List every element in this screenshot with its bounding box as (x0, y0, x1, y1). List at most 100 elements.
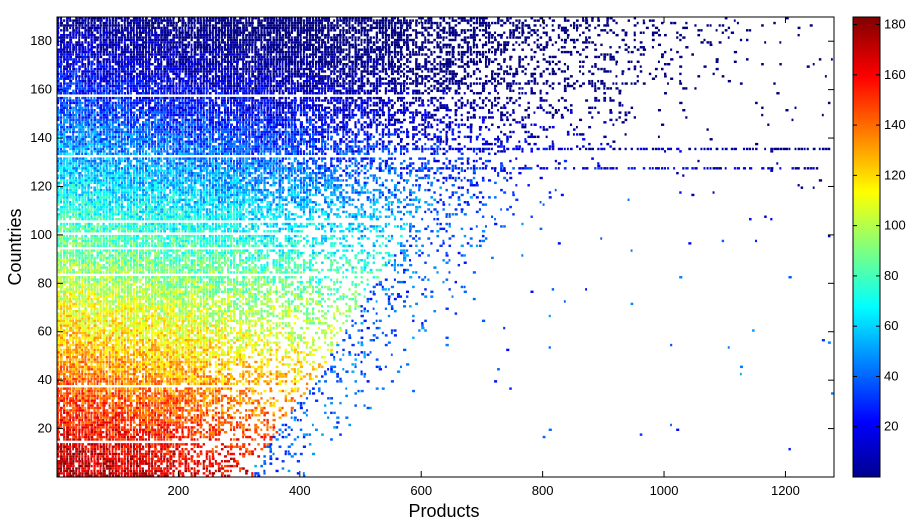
heatmap-cell (93, 472, 96, 475)
heatmap-cell (154, 414, 157, 417)
heatmap-cell (117, 457, 121, 461)
heatmap-cell (138, 457, 142, 461)
heatmap-cell (108, 288, 111, 291)
heatmap-cell (296, 353, 300, 356)
heatmap-cell (132, 428, 136, 431)
heatmap-cell (160, 288, 164, 291)
heatmap-cell (266, 399, 269, 402)
heatmap-cell (93, 322, 97, 325)
heatmap-cell (172, 353, 175, 356)
heatmap-cell (102, 394, 106, 398)
heatmap-cell (154, 423, 157, 427)
heatmap-cell (178, 312, 182, 315)
heatmap-cell (245, 336, 248, 339)
heatmap-cell (211, 353, 215, 356)
heatmap-cell (108, 474, 112, 477)
heatmap-cell (199, 309, 203, 313)
heatmap-cell (299, 295, 303, 298)
heatmap-cell (81, 428, 84, 431)
heatmap-cell (178, 317, 181, 320)
heatmap-cell (354, 365, 357, 369)
heatmap-cell (157, 443, 161, 446)
heatmap-cell (123, 288, 127, 291)
heatmap-cell (242, 288, 245, 291)
heatmap-cell (190, 324, 193, 327)
heatmap-cell (290, 428, 293, 431)
heatmap-cell (345, 295, 349, 298)
heatmap-cell (284, 353, 287, 356)
heatmap-cell (117, 389, 121, 393)
heatmap-cell (211, 346, 215, 349)
heatmap-cell (305, 414, 308, 417)
heatmap-cell (314, 368, 318, 371)
heatmap-cell (175, 467, 178, 470)
heatmap-cell (114, 314, 117, 318)
heatmap-cell (230, 447, 233, 451)
heatmap-cell (102, 302, 105, 306)
heatmap-cell (87, 399, 90, 402)
heatmap-cell (90, 469, 93, 473)
heatmap-cell (93, 377, 97, 381)
heatmap-cell (233, 290, 237, 293)
heatmap-cell (126, 414, 130, 417)
heatmap-cell (178, 460, 182, 463)
heatmap-cell (75, 295, 79, 298)
heatmap-cell (114, 401, 118, 405)
heatmap-cell (248, 314, 251, 318)
heatmap-cell (120, 351, 124, 354)
heatmap-cell (148, 372, 152, 376)
heatmap-cell (205, 300, 208, 303)
heatmap-cell (181, 293, 185, 296)
heatmap-cell (190, 389, 193, 393)
heatmap-cell (412, 319, 415, 323)
heatmap-cell (105, 365, 108, 369)
heatmap-cell (66, 295, 69, 298)
heatmap-cell (75, 474, 79, 477)
heatmap-cell (66, 450, 69, 453)
heatmap-cell (324, 317, 328, 320)
heatmap-cell (175, 324, 179, 327)
heatmap-cell (78, 358, 81, 361)
heatmap-cell (184, 300, 187, 303)
heatmap-cell (172, 288, 175, 291)
heatmap-cell (220, 317, 224, 320)
heatmap-cell (148, 389, 152, 393)
heatmap-cell (254, 426, 258, 429)
heatmap-cell (296, 334, 300, 337)
heatmap-cell (99, 317, 102, 320)
heatmap-cell (199, 305, 202, 308)
heatmap-cell (120, 312, 123, 315)
heatmap-cell (217, 300, 221, 303)
heatmap-cell (123, 397, 127, 400)
heatmap-cell (187, 348, 190, 352)
heatmap-cell (75, 319, 79, 323)
heatmap-cell (233, 360, 236, 364)
heatmap-cell (214, 411, 218, 415)
heatmap-cell (178, 343, 182, 347)
heatmap-cell (151, 382, 154, 385)
heatmap-cell (117, 336, 121, 339)
heatmap-cell (296, 418, 299, 422)
heatmap-cell (75, 290, 78, 293)
heatmap-cell (336, 331, 339, 335)
heatmap-cell (135, 389, 139, 393)
heatmap-cell (114, 418, 118, 422)
heatmap-cell (157, 414, 161, 417)
heatmap-cell (117, 375, 120, 378)
heatmap-cell (220, 414, 224, 417)
heatmap-cell (348, 314, 351, 318)
heatmap-cell (360, 305, 363, 308)
heatmap-cell (126, 377, 130, 381)
heatmap-cell (63, 423, 67, 427)
heatmap-cell (214, 375, 218, 378)
heatmap-cell (66, 431, 70, 434)
heatmap-cell (190, 307, 193, 310)
heatmap-cell (287, 297, 290, 301)
heatmap-cell (187, 363, 191, 366)
heatmap-cell (293, 418, 296, 422)
heatmap-cell (160, 392, 163, 395)
heatmap-cell (78, 411, 81, 415)
heatmap-cell (242, 416, 245, 419)
heatmap-cell (84, 464, 88, 468)
heatmap-cell (169, 363, 173, 366)
